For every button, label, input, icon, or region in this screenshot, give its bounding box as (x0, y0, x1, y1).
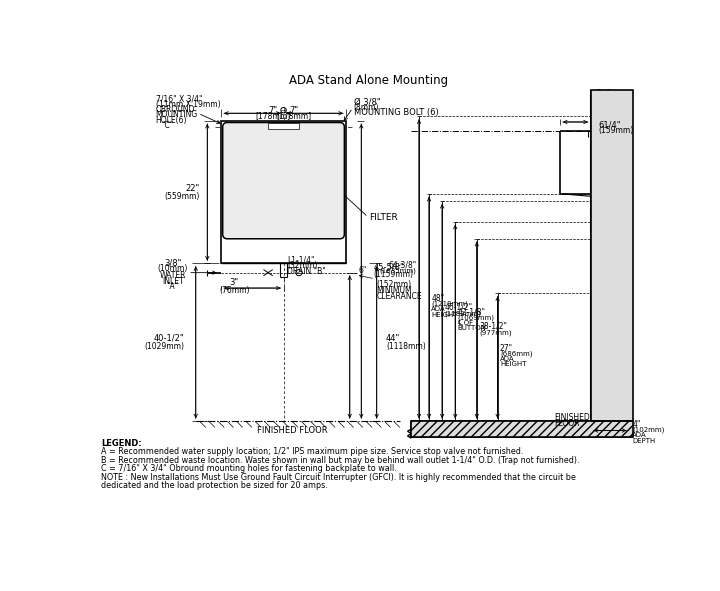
Text: ADA: ADA (500, 356, 515, 362)
Text: FILTER: FILTER (369, 213, 397, 222)
FancyBboxPatch shape (222, 122, 344, 239)
Text: (1159mm): (1159mm) (374, 271, 413, 280)
Text: ℄ OF: ℄ OF (457, 320, 474, 326)
Text: 22": 22" (185, 184, 199, 193)
Text: (1182mm): (1182mm) (444, 310, 482, 317)
Text: 38-1/2": 38-1/2" (479, 322, 507, 331)
Text: ELKAY: ELKAY (273, 122, 294, 128)
Text: 48": 48" (431, 294, 444, 303)
Text: FINISHED: FINISHED (554, 413, 590, 422)
Text: (8mm): (8mm) (354, 103, 379, 112)
Text: (977mm): (977mm) (479, 329, 512, 336)
Text: 7/16" X 3/4": 7/16" X 3/4" (156, 94, 202, 103)
Text: (686mm): (686mm) (500, 350, 532, 357)
Text: HOLE(6): HOLE(6) (156, 116, 187, 125)
Text: dedicated and the load protection be sized for 20 amps.: dedicated and the load protection be siz… (101, 481, 328, 491)
Text: MOUNTING: MOUNTING (156, 111, 198, 119)
Text: (1219mm): (1219mm) (431, 300, 468, 307)
Text: 46-1/2": 46-1/2" (444, 303, 472, 312)
Bar (411, 421, 633, 437)
Text: 7": 7" (289, 106, 299, 115)
Text: 3": 3" (230, 278, 239, 287)
Text: 4": 4" (632, 420, 641, 429)
Text: 7": 7" (268, 106, 277, 115)
Bar (590, 90, 633, 421)
Text: 44": 44" (386, 334, 400, 343)
Text: "A": "A" (166, 282, 179, 291)
Text: (559mm): (559mm) (164, 191, 199, 200)
Bar (221, 121, 346, 264)
Text: HEIGHT: HEIGHT (431, 311, 458, 317)
Text: 6": 6" (359, 266, 367, 275)
Text: (1029mm): (1029mm) (144, 342, 184, 350)
Text: LEGEND:: LEGEND: (101, 439, 142, 448)
Text: (11mm X 19mm): (11mm X 19mm) (156, 99, 220, 109)
Bar (590, 90, 633, 421)
Text: DEPTH: DEPTH (632, 437, 656, 443)
Text: 3/8": 3/8" (164, 259, 181, 268)
Text: DRAIN "B": DRAIN "B" (287, 267, 326, 275)
Text: 42-1/8": 42-1/8" (457, 308, 485, 317)
Text: WATER: WATER (159, 271, 186, 280)
Text: MINIMUM: MINIMUM (377, 286, 413, 295)
Text: ADA Stand Alone Mounting: ADA Stand Alone Mounting (289, 74, 449, 87)
Text: ADA: ADA (431, 306, 446, 312)
Text: [178mm]: [178mm] (276, 111, 312, 120)
Text: (1069mm): (1069mm) (457, 314, 495, 321)
Text: CLEARANCE: CLEARANCE (377, 292, 423, 301)
Text: HEIGHT: HEIGHT (500, 361, 526, 367)
Text: 27": 27" (500, 343, 513, 353)
Text: ADA: ADA (632, 432, 647, 438)
Text: 64-3/8": 64-3/8" (389, 261, 417, 269)
Text: A = Recommended water supply location; 1/2" IPS maximum pipe size. Service stop : A = Recommended water supply location; 1… (101, 447, 523, 456)
Text: NOTE : New Installations Must Use Ground Fault Circuit Interrupter (GFCI). It is: NOTE : New Installations Must Use Ground… (101, 473, 576, 482)
Text: L1-1/4": L1-1/4" (287, 256, 315, 265)
Text: (102mm): (102mm) (632, 427, 665, 433)
Text: MOUNTING BOLT (6): MOUNTING BOLT (6) (354, 108, 438, 117)
Text: Ø 3/8": Ø 3/8" (354, 98, 380, 106)
Text: (1635mm): (1635mm) (380, 268, 417, 274)
Text: (76mm): (76mm) (219, 286, 250, 295)
Text: C = 7/16" X 3/4" Obround mounting holes for fastening backplate to wall.: C = 7/16" X 3/4" Obround mounting holes … (101, 465, 397, 473)
Text: INLET: INLET (162, 277, 184, 285)
Text: (152mm): (152mm) (377, 280, 412, 289)
Text: OBROUND: OBROUND (156, 105, 195, 114)
Text: 45-5/8": 45-5/8" (374, 263, 405, 272)
Text: FLOOR: FLOOR (554, 419, 580, 428)
Bar (268, 122, 299, 129)
Text: [178mm]: [178mm] (255, 111, 290, 120)
Text: 61/4": 61/4" (598, 121, 621, 129)
Text: "C": "C" (161, 121, 174, 130)
Text: 40-1/2": 40-1/2" (153, 334, 184, 343)
Text: B = Recommended waste location. Waste shown in wall but may be behind wall outle: B = Recommended waste location. Waste sh… (101, 456, 580, 465)
Text: (10mm): (10mm) (158, 264, 188, 273)
Text: (159mm): (159mm) (598, 126, 634, 135)
Text: (32mm): (32mm) (287, 261, 318, 270)
Text: BUTTON: BUTTON (457, 326, 487, 332)
Text: FINISHED FLOOR: FINISHED FLOOR (257, 426, 328, 435)
Text: (1118mm): (1118mm) (386, 342, 426, 350)
